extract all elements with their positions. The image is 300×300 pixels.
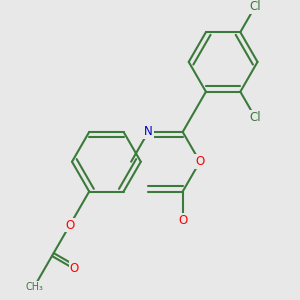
Text: N: N [144, 125, 153, 138]
Text: Cl: Cl [249, 110, 261, 124]
Text: O: O [195, 155, 205, 168]
Text: Cl: Cl [249, 0, 261, 13]
Text: O: O [65, 219, 74, 232]
Text: O: O [70, 262, 79, 275]
Text: CH₃: CH₃ [25, 282, 43, 292]
Text: O: O [178, 214, 187, 227]
